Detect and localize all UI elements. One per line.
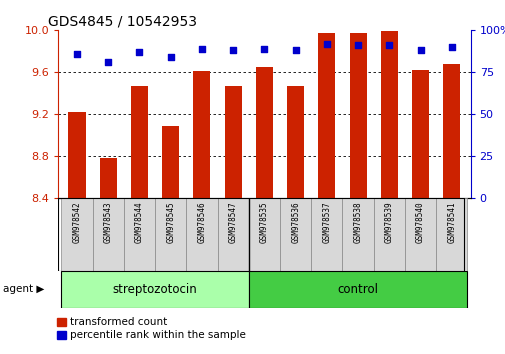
Point [416, 47, 424, 53]
Text: streptozotocin: streptozotocin [113, 283, 197, 296]
Bar [61, 198, 92, 271]
Bar [162, 126, 179, 198]
Bar [373, 198, 404, 271]
Bar [131, 86, 148, 198]
Bar [248, 198, 279, 271]
Text: control: control [337, 283, 378, 296]
Text: GSM978542: GSM978542 [72, 202, 81, 244]
Bar [92, 198, 124, 271]
Bar [217, 198, 248, 271]
Bar [99, 158, 117, 198]
Bar [124, 198, 155, 271]
Text: GSM978536: GSM978536 [290, 202, 299, 244]
Text: agent ▶: agent ▶ [3, 284, 44, 295]
Point [384, 42, 392, 48]
Point [354, 42, 362, 48]
Legend: transformed count, percentile rank within the sample: transformed count, percentile rank withi… [53, 313, 249, 345]
Point [229, 47, 237, 53]
Point [197, 46, 206, 51]
Bar [224, 86, 241, 198]
Text: GDS4845 / 10542953: GDS4845 / 10542953 [48, 14, 196, 28]
Point [291, 47, 299, 53]
Point [447, 44, 455, 50]
Bar [279, 198, 311, 271]
Text: GSM978546: GSM978546 [197, 202, 206, 244]
Point [166, 54, 174, 60]
Point [104, 59, 112, 65]
Bar [342, 198, 373, 271]
Bar [442, 64, 460, 198]
Bar [435, 198, 467, 271]
Bar [68, 112, 85, 198]
Bar [256, 67, 272, 198]
Text: GSM978544: GSM978544 [135, 202, 143, 244]
Text: GSM978539: GSM978539 [384, 202, 393, 244]
Text: GSM978541: GSM978541 [446, 202, 456, 244]
Text: GSM978543: GSM978543 [104, 202, 113, 244]
Text: GSM978545: GSM978545 [166, 202, 175, 244]
Text: GSM978547: GSM978547 [228, 202, 237, 244]
Text: GSM978538: GSM978538 [353, 202, 362, 244]
Bar [155, 198, 186, 271]
Bar [286, 86, 304, 198]
Text: GSM978540: GSM978540 [415, 202, 424, 244]
Bar [380, 31, 397, 198]
Point [73, 51, 81, 56]
Bar [61, 271, 248, 308]
Bar [193, 71, 210, 198]
Bar [411, 70, 428, 198]
Bar [186, 198, 217, 271]
Point [322, 41, 330, 46]
Point [135, 49, 143, 55]
Bar [404, 198, 435, 271]
Text: GSM978535: GSM978535 [260, 202, 268, 244]
Bar [318, 33, 335, 198]
Text: GSM978537: GSM978537 [322, 202, 331, 244]
Bar [349, 33, 366, 198]
Bar [311, 198, 342, 271]
Point [260, 46, 268, 51]
Bar [248, 271, 467, 308]
